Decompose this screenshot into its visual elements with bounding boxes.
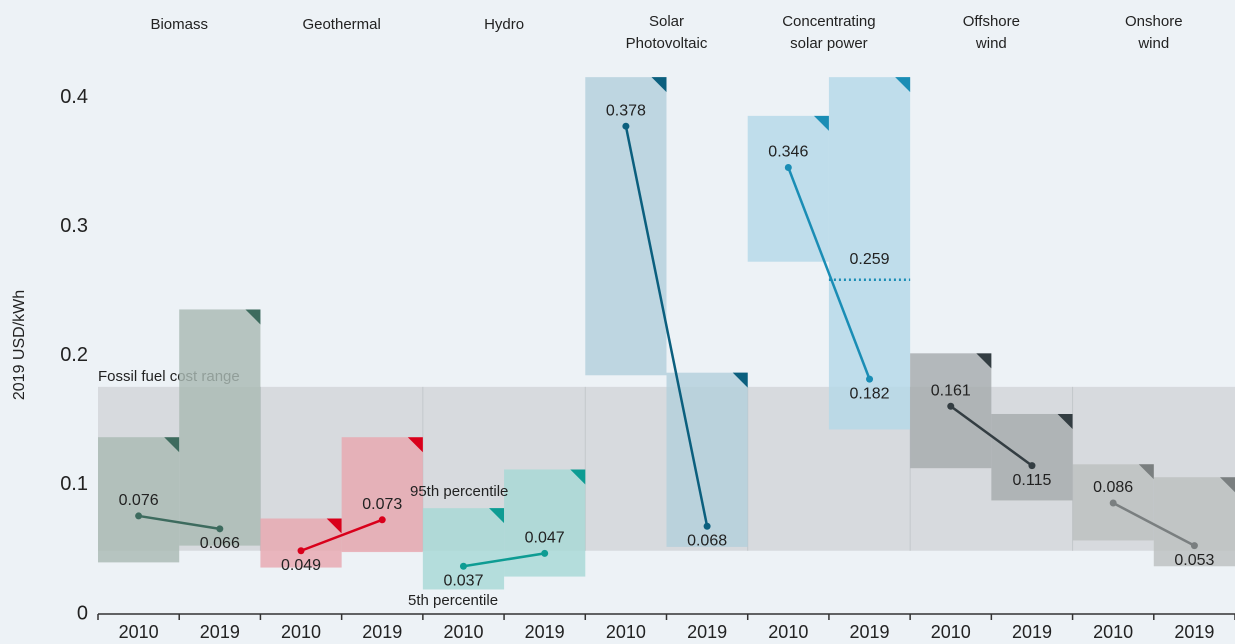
corner-marker [1057, 413, 1073, 429]
value-label: 0.161 [931, 382, 971, 399]
average-point [297, 547, 305, 555]
y-tick-label: 0.2 [60, 344, 88, 366]
technology-label: solar power [790, 35, 868, 52]
corner-marker [1138, 464, 1154, 480]
range-box [585, 77, 667, 376]
x-tick-label: 2010 [443, 622, 483, 642]
corner-marker [164, 437, 180, 453]
value-label: 0.047 [525, 530, 565, 547]
y-tick-label: 0.4 [60, 86, 88, 108]
x-tick-label: 2010 [606, 622, 646, 642]
range-box [828, 77, 911, 430]
corner-marker [570, 469, 586, 485]
value-label: 0.076 [119, 492, 159, 509]
x-tick-label: 2010 [931, 622, 971, 642]
corner-marker [1220, 477, 1235, 493]
technology-label: Offshore [963, 13, 1020, 30]
x-tick-label: 2019 [362, 622, 402, 642]
average-point [1109, 499, 1117, 507]
corner-marker [651, 77, 667, 93]
average-line [950, 405, 1033, 467]
average-line [624, 125, 709, 527]
y-tick-label: 0 [77, 602, 88, 624]
x-tick-label: 2010 [768, 622, 808, 642]
average-line [1112, 501, 1195, 547]
range-box [179, 309, 261, 546]
value-label: 0.073 [362, 496, 402, 513]
value-label: 0.346 [768, 144, 808, 161]
average-point [216, 525, 224, 533]
value-label: 0.053 [1174, 552, 1214, 569]
average-point [703, 522, 711, 530]
average-line [463, 552, 545, 568]
value-label: 0.086 [1093, 479, 1133, 496]
range-box [504, 469, 586, 577]
range-box [341, 437, 423, 553]
average-point [1028, 462, 1036, 470]
x-tick-label: 2010 [1093, 622, 1133, 642]
value-label: 0.066 [200, 535, 240, 552]
value-label: 0.115 [1013, 472, 1052, 489]
range-box [422, 508, 505, 590]
average-point [378, 516, 386, 524]
x-tick-label: 2019 [1012, 622, 1052, 642]
x-tick-label: 2019 [1174, 622, 1214, 642]
annotation: 0.259 [850, 251, 890, 268]
technology-label: Geothermal [302, 16, 380, 33]
value-label: 0.182 [850, 385, 890, 402]
average-line [300, 518, 383, 552]
average-point [947, 402, 955, 410]
average-point [1190, 542, 1198, 550]
technology-label: Solar [649, 13, 684, 30]
annotation: 5th percentile [408, 592, 498, 609]
technology-label: Hydro [484, 16, 524, 33]
average-line [787, 167, 871, 380]
range-box [666, 372, 748, 547]
corner-marker [732, 372, 748, 388]
technology-label: Concentrating [782, 13, 875, 30]
x-tick-label: 2019 [850, 622, 890, 642]
average-point [459, 562, 467, 570]
corner-marker [895, 77, 911, 93]
corner-marker [813, 115, 829, 131]
range-box [991, 413, 1073, 501]
corner-marker [407, 437, 423, 453]
technology-label: Biomass [150, 16, 208, 33]
x-tick-label: 2010 [119, 622, 159, 642]
range-box [260, 518, 342, 568]
y-axis-label: 2019 USD/kWh [11, 290, 28, 400]
value-label: 0.049 [281, 557, 321, 574]
corner-marker [976, 353, 992, 369]
technology-label: Onshore [1125, 13, 1183, 30]
corner-marker [245, 309, 261, 325]
range-box [1153, 477, 1235, 567]
technology-label: wind [1137, 35, 1169, 52]
average-point [135, 512, 143, 520]
value-label: 0.378 [606, 102, 646, 119]
value-label: 0.037 [443, 572, 483, 589]
corner-marker [326, 518, 342, 534]
average-point [784, 163, 792, 171]
y-tick-label: 0.3 [60, 215, 88, 237]
range-box [98, 437, 180, 563]
x-tick-label: 2010 [281, 622, 321, 642]
technology-label: Photovoltaic [626, 35, 708, 52]
average-line [138, 514, 221, 531]
x-tick-label: 2019 [200, 622, 240, 642]
y-tick-label: 0.1 [60, 473, 88, 495]
annotation: 95th percentile [410, 483, 508, 500]
x-tick-label: 2019 [687, 622, 727, 642]
range-box [910, 353, 992, 469]
average-point [866, 375, 874, 383]
technology-label: wind [975, 35, 1007, 52]
value-label: 0.068 [687, 532, 727, 549]
average-point [622, 122, 630, 130]
average-point [541, 549, 549, 557]
corner-marker [489, 508, 505, 524]
x-tick-label: 2019 [525, 622, 565, 642]
